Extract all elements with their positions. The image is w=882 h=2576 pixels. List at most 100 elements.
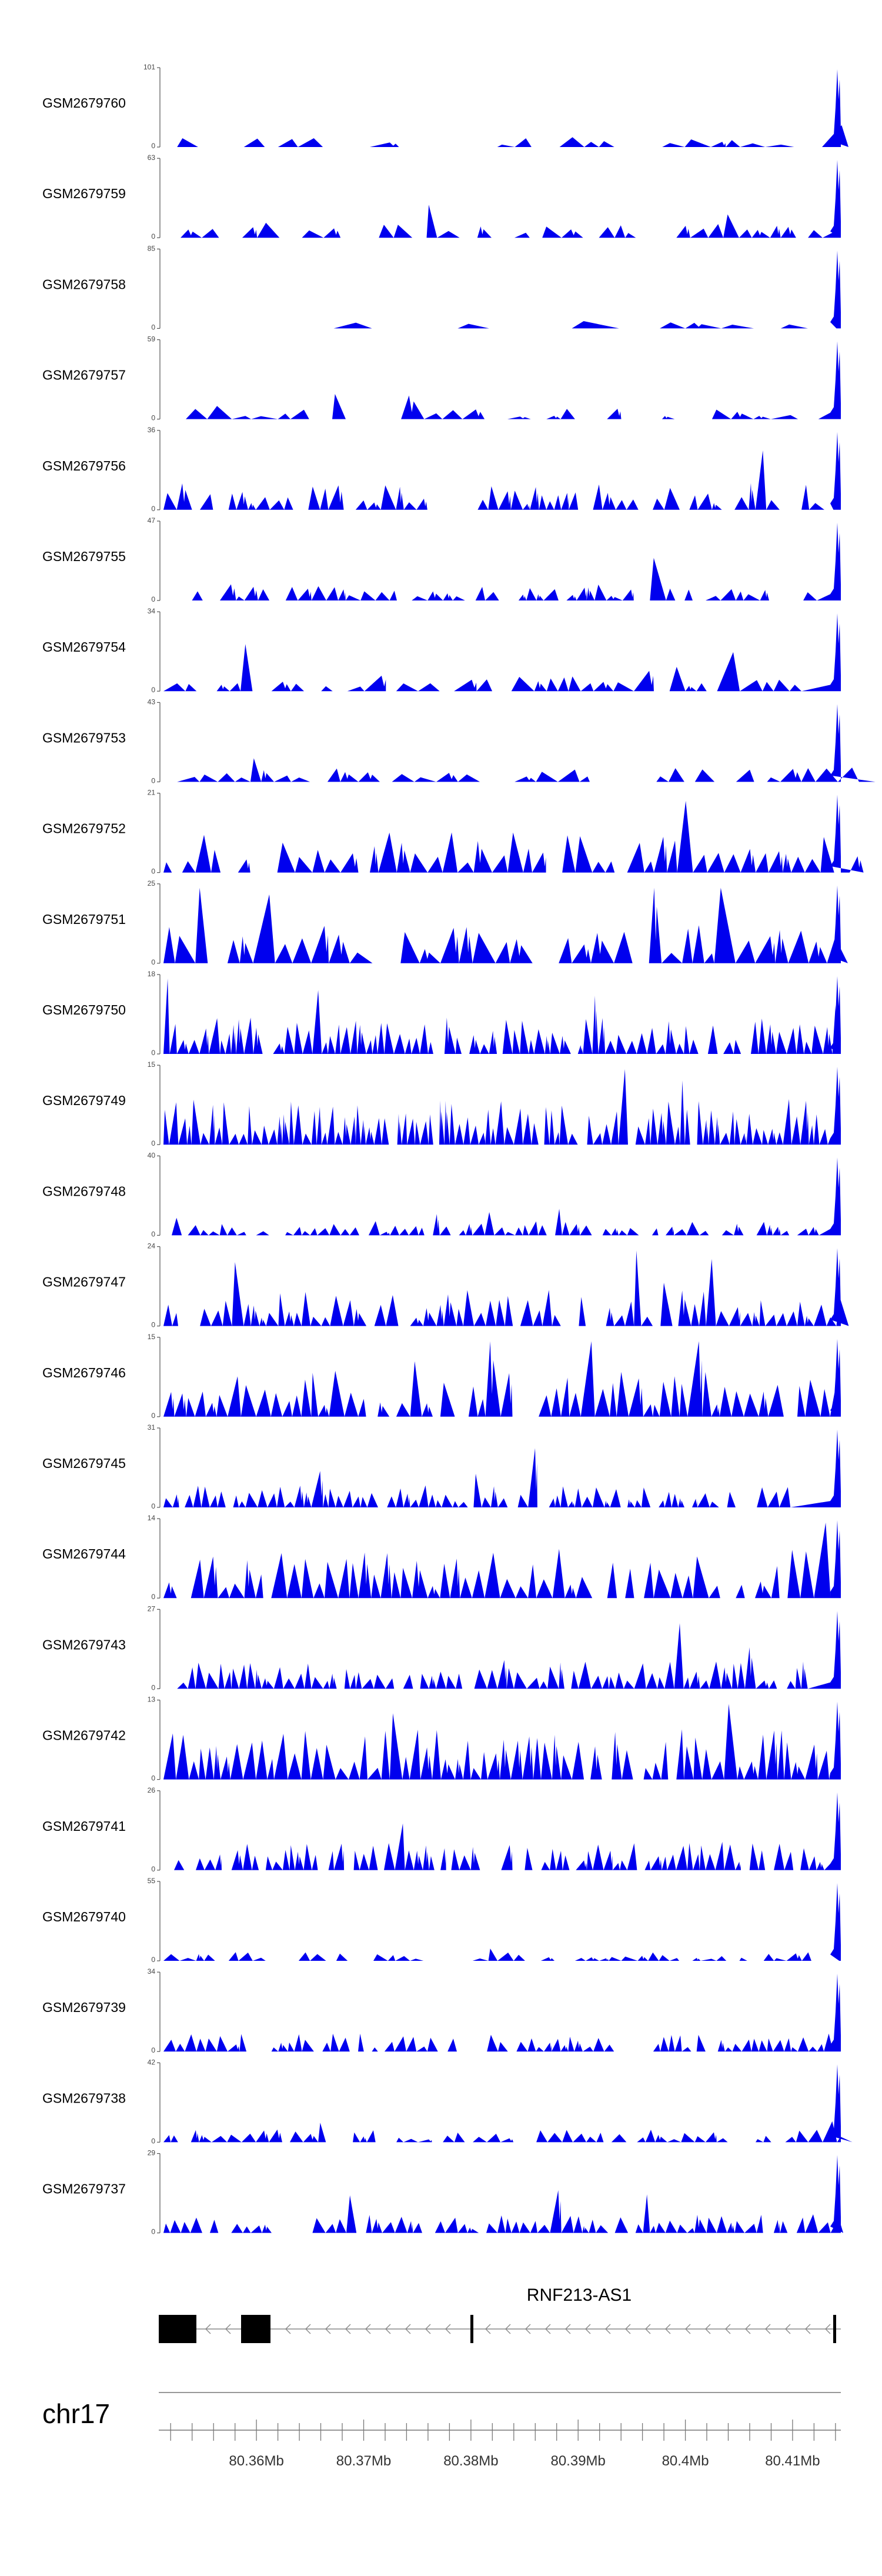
coverage-area bbox=[163, 1248, 849, 1326]
strand-arrow bbox=[545, 2324, 551, 2334]
strand-arrow bbox=[625, 2324, 631, 2334]
y-min-label: 0 bbox=[151, 595, 155, 603]
coverage-area bbox=[163, 976, 841, 1054]
strand-arrow bbox=[685, 2324, 691, 2334]
track-GSM2679753: GSM2679753 43 0 bbox=[42, 698, 876, 785]
track-name: GSM2679744 bbox=[42, 1546, 126, 1561]
y-min-label: 0 bbox=[151, 1230, 155, 1238]
coverage-area bbox=[177, 69, 849, 147]
track-name: GSM2679759 bbox=[42, 186, 126, 201]
gene-track: RNF213-AS1 bbox=[159, 2285, 841, 2343]
exon bbox=[470, 2315, 473, 2343]
coverage-area bbox=[163, 885, 848, 963]
track-GSM2679760: GSM2679760 101 0 bbox=[42, 63, 849, 150]
coverage-area bbox=[333, 251, 841, 329]
y-min-label: 0 bbox=[151, 414, 155, 422]
y-min-label: 0 bbox=[151, 2046, 155, 2054]
y-max-label: 21 bbox=[148, 789, 156, 797]
y-max-label: 25 bbox=[148, 879, 156, 887]
y-max-label: 18 bbox=[148, 970, 156, 978]
track-name: GSM2679742 bbox=[42, 1728, 126, 1743]
track-name: GSM2679747 bbox=[42, 1274, 126, 1290]
track-GSM2679737: GSM2679737 29 0 bbox=[42, 2149, 844, 2236]
coverage-area bbox=[163, 1429, 841, 1507]
y-min-label: 0 bbox=[151, 686, 155, 694]
y-min-label: 0 bbox=[151, 142, 155, 150]
y-max-label: 55 bbox=[148, 1877, 156, 1885]
track-GSM2679738: GSM2679738 42 0 bbox=[42, 2058, 853, 2145]
y-min-label: 0 bbox=[151, 1049, 155, 1057]
y-max-label: 29 bbox=[148, 2149, 156, 2157]
y-min-label: 0 bbox=[151, 1865, 155, 1873]
y-min-label: 0 bbox=[151, 1502, 155, 1510]
coverage-area bbox=[163, 1520, 841, 1599]
track-name: GSM2679745 bbox=[42, 1456, 126, 1471]
track-GSM2679745: GSM2679745 31 0 bbox=[42, 1423, 841, 1510]
track-GSM2679758: GSM2679758 85 0 bbox=[42, 244, 841, 331]
strand-arrow bbox=[445, 2324, 451, 2334]
coverage-area bbox=[163, 613, 841, 692]
y-max-label: 27 bbox=[148, 1604, 156, 1613]
y-max-label: 14 bbox=[148, 1514, 156, 1522]
y-max-label: 47 bbox=[148, 516, 156, 525]
strand-arrow bbox=[325, 2324, 331, 2334]
y-min-label: 0 bbox=[151, 1593, 155, 1601]
track-name: GSM2679757 bbox=[42, 368, 126, 383]
coverage-tracks: GSM2679760 101 0 GSM2679759 63 0 GSM2679758 85 0… bbox=[42, 63, 876, 2236]
y-max-label: 43 bbox=[148, 698, 156, 706]
y-min-label: 0 bbox=[151, 867, 155, 876]
y-max-label: 36 bbox=[148, 426, 156, 434]
track-name: GSM2679755 bbox=[42, 549, 126, 564]
gene-label: RNF213-AS1 bbox=[527, 2285, 632, 2305]
coverage-area bbox=[163, 1792, 841, 1870]
track-name: GSM2679741 bbox=[42, 1818, 126, 1834]
track-GSM2679747: GSM2679747 24 0 bbox=[42, 1242, 849, 1329]
strand-arrow bbox=[405, 2324, 411, 2334]
chromosome-label: chr17 bbox=[42, 2398, 110, 2429]
y-max-label: 34 bbox=[148, 1967, 156, 1976]
coverage-area bbox=[163, 1339, 841, 1417]
track-GSM2679755: GSM2679755 47 0 bbox=[42, 516, 841, 603]
y-min-label: 0 bbox=[151, 958, 155, 966]
x-tick-label: 80.39Mb bbox=[550, 2453, 605, 2469]
y-max-label: 13 bbox=[148, 1696, 156, 1704]
x-tick-label: 80.38Mb bbox=[443, 2453, 498, 2469]
y-max-label: 42 bbox=[148, 2058, 156, 2066]
track-name: GSM2679748 bbox=[42, 1183, 126, 1199]
track-name: GSM2679751 bbox=[42, 912, 126, 927]
track-name: GSM2679754 bbox=[42, 639, 126, 655]
x-tick-label: 80.37Mb bbox=[336, 2453, 391, 2469]
y-min-label: 0 bbox=[151, 323, 155, 331]
y-max-label: 26 bbox=[148, 1786, 156, 1794]
track-name: GSM2679756 bbox=[42, 458, 126, 473]
track-name: GSM2679753 bbox=[42, 730, 126, 745]
track-name: GSM2679743 bbox=[42, 1637, 126, 1652]
y-min-label: 0 bbox=[151, 2137, 155, 2145]
track-name: GSM2679746 bbox=[42, 1365, 126, 1380]
genome-axis: chr17 80.36Mb 80.37Mb 80.38Mb 80.39Mb 80.4Mb… bbox=[42, 2392, 841, 2469]
coverage-area bbox=[163, 2155, 844, 2233]
coverage-area bbox=[177, 1611, 841, 1689]
track-GSM2679752: GSM2679752 21 0 bbox=[42, 789, 864, 876]
coverage-area bbox=[163, 1973, 841, 2052]
exon bbox=[241, 2315, 270, 2343]
strand-arrow bbox=[365, 2324, 371, 2334]
track-name: GSM2679740 bbox=[42, 1909, 126, 1924]
strand-arrow bbox=[645, 2324, 651, 2334]
y-min-label: 0 bbox=[151, 2228, 155, 2236]
track-name: GSM2679752 bbox=[42, 821, 126, 836]
track-GSM2679756: GSM2679756 36 0 bbox=[42, 426, 841, 513]
y-max-label: 40 bbox=[148, 1151, 156, 1159]
strand-arrow bbox=[605, 2324, 611, 2334]
track-GSM2679751: GSM2679751 25 0 bbox=[42, 879, 848, 966]
track-GSM2679741: GSM2679741 26 0 bbox=[42, 1786, 841, 1873]
strand-arrow bbox=[505, 2324, 511, 2334]
strand-arrow bbox=[225, 2324, 231, 2334]
strand-arrow bbox=[385, 2324, 391, 2334]
y-min-label: 0 bbox=[151, 776, 155, 785]
track-name: GSM2679749 bbox=[42, 1093, 126, 1108]
coverage-area bbox=[177, 522, 841, 600]
strand-arrow bbox=[485, 2324, 491, 2334]
coverage-area bbox=[163, 1066, 841, 1145]
coverage-area bbox=[163, 1701, 841, 1780]
